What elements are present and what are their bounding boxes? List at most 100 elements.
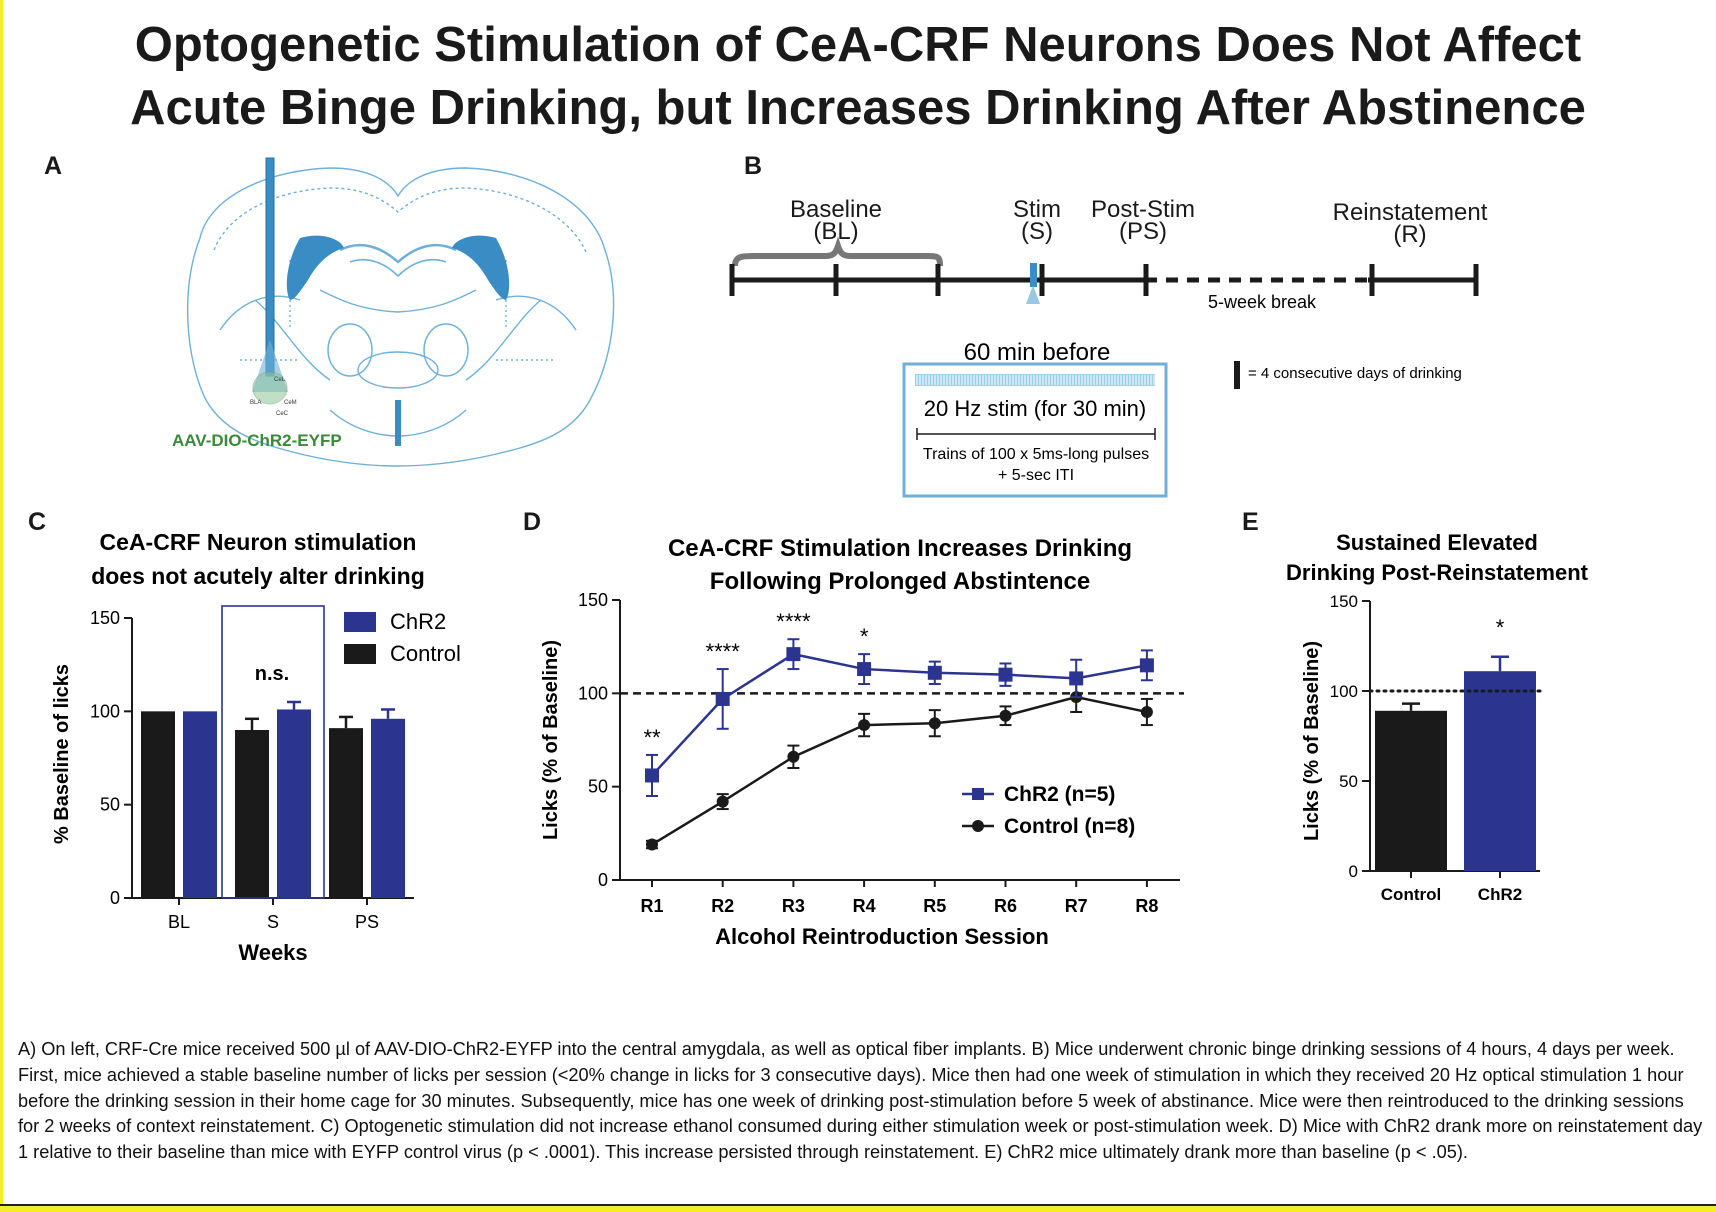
- panel-d-letter: D: [523, 508, 542, 536]
- legend-label-control: Control: [390, 641, 461, 666]
- chart-e-significance: *: [1496, 615, 1505, 640]
- chart-e-ylabel: Licks (% of Baseline): [1301, 641, 1323, 841]
- trains-description: Trains of 100 x 5ms-long pulses: [923, 446, 1149, 463]
- bottom-border: [0, 1206, 1716, 1212]
- chart-d-xlabel: Alcohol Reintroduction Session: [715, 924, 1049, 949]
- region-label-cel: CeL: [274, 377, 286, 383]
- title-line-1: Optogenetic Stimulation of CeA-CRF Neuro…: [134, 18, 1582, 72]
- chart-c-legend: ChR2 Control: [344, 609, 461, 666]
- chart-d-point-control: [716, 795, 729, 808]
- chart-d-significance: ****: [776, 609, 811, 634]
- chart-d-point-chr2: [786, 647, 801, 662]
- chart-d-xtick-label: R7: [1065, 896, 1088, 916]
- phase-label-stim: Stim: [1013, 196, 1061, 223]
- chart-c-bar: [329, 728, 363, 898]
- page-title: Optogenetic Stimulation of CeA-CRF Neuro…: [0, 14, 1716, 140]
- phase-label-stim-abbr: (S): [1021, 218, 1053, 245]
- phase-labels: Baseline (BL) Stim (S) Post-Stim (PS) Re…: [790, 196, 1488, 248]
- brain-outline: [186, 167, 615, 467]
- chart-c-xlabel: Weeks: [238, 940, 307, 965]
- chart-c-highlight-box: [221, 605, 325, 899]
- chart-c-bar: [277, 709, 311, 898]
- optic-fiber: [252, 157, 288, 405]
- chart-c-ytick-label: 150: [90, 608, 120, 628]
- chart-e-xtick-label: ChR2: [1478, 885, 1522, 904]
- chart-d-series-line: [651, 695, 1148, 846]
- chart-d-legend: ChR2 (n=5) Control (n=8): [962, 783, 1135, 838]
- chart-d-ytick-label: 100: [578, 683, 608, 703]
- baseline-brace: [732, 236, 943, 267]
- stim-fiber-icon: [1026, 263, 1040, 304]
- chart-d-point-chr2: [998, 667, 1013, 682]
- legend-label-control-n: Control (n=8): [1004, 815, 1135, 838]
- chart-d-significance: **: [643, 725, 661, 750]
- legend-tick-icon: [1234, 361, 1240, 389]
- chart-d-point-control: [646, 838, 658, 851]
- chart-d-xtick-label: R8: [1135, 896, 1158, 916]
- legend-marker-control: [972, 820, 984, 832]
- chart-c-title-2: does not acutely alter drinking: [91, 563, 425, 589]
- left-ventricle: [286, 235, 344, 300]
- title-line-2: Acute Binge Drinking, but Increases Drin…: [130, 81, 1586, 135]
- phase-label-baseline: Baseline: [790, 196, 882, 223]
- panel-c-letter: C: [28, 508, 47, 536]
- chart-d-xtick-label: R4: [853, 896, 876, 916]
- chart-c-ytick-label: 0: [110, 888, 120, 908]
- chart-d-xtick-label: R3: [782, 896, 805, 916]
- chart-c-bar: [141, 711, 175, 898]
- chart-d-point-chr2: [715, 691, 730, 706]
- chart-d-point-control: [1140, 706, 1153, 718]
- break-label: 5-week break: [1208, 292, 1317, 312]
- chart-d-point-control: [858, 719, 871, 732]
- figure-caption: A) On left, CRF-Cre mice received 500 µl…: [18, 1039, 1703, 1163]
- region-label-cec: CeC: [276, 411, 289, 417]
- chart-d-point-control: [928, 717, 941, 730]
- region-label-cem: CeM: [284, 400, 297, 406]
- chart-e-title-2: Drinking Post-Reinstatement: [1286, 560, 1589, 585]
- chart-e-ytick-label: 50: [1339, 772, 1358, 791]
- panel-a-letter: A: [44, 152, 63, 180]
- chart-c-xtick-label: S: [267, 912, 279, 932]
- stim-box-header: 60 min before: [964, 339, 1111, 366]
- chart-d-xtick-label: R2: [711, 896, 734, 916]
- chart-d-significance: ****: [706, 639, 741, 664]
- chart-d-title-2: Following Prolonged Abstintence: [710, 568, 1090, 595]
- panel-b-letter: B: [744, 152, 763, 180]
- right-ventricle: [452, 235, 510, 300]
- stim-frequency: 20 Hz stim (for 30 min): [924, 396, 1147, 421]
- bottom-rule: [0, 1204, 1716, 1206]
- week-ticks: [729, 264, 1479, 296]
- chart-e-ytick-label: 0: [1349, 862, 1358, 881]
- phase-label-baseline-abbr: (BL): [813, 218, 858, 245]
- chart-c-bar: [183, 711, 217, 898]
- pulse-train-bar: [915, 374, 1155, 386]
- chart-d-ytick-label: 50: [588, 777, 608, 797]
- chart-c-ns-annotation: n.s.: [255, 663, 289, 685]
- legend-label-chr2-n: ChR2 (n=5): [1004, 783, 1115, 806]
- chart-d-point-chr2: [1069, 671, 1084, 686]
- panel-e-letter: E: [1242, 508, 1259, 536]
- virus-label: AAV-DIO-ChR2-EYFP: [172, 431, 342, 450]
- chart-d-ylabel: Licks (% of Baseline): [540, 640, 562, 840]
- phase-label-poststim-abbr: (PS): [1119, 218, 1167, 245]
- chart-d-point-chr2: [1139, 658, 1154, 673]
- legend-marker-chr2: [972, 788, 984, 800]
- region-label-bla: BLA: [250, 400, 261, 406]
- chart-d-point-control: [999, 709, 1012, 722]
- chart-c-ytick-label: 100: [90, 701, 120, 721]
- left-border: [0, 0, 3, 1212]
- chart-d-series-line: [651, 652, 1148, 777]
- legend-tick-text: = 4 consecutive days of drinking: [1248, 365, 1462, 382]
- stim-box: [902, 362, 1168, 498]
- chart-d-xtick-label: R1: [640, 896, 663, 916]
- chart-c-xtick-label: PS: [355, 912, 379, 932]
- chart-e-xtick-label: Control: [1381, 885, 1441, 904]
- chart-d-significance: *: [860, 624, 869, 649]
- stim-protocol: 60 min before 20 Hz stim (for 30 min) Tr…: [902, 339, 1168, 498]
- chart-c-ytick-label: 50: [100, 795, 120, 815]
- chart-d-xtick-label: R6: [994, 896, 1017, 916]
- chart-d-xtick-label: R5: [923, 896, 946, 916]
- iti-description: + 5-sec ITI: [998, 467, 1074, 484]
